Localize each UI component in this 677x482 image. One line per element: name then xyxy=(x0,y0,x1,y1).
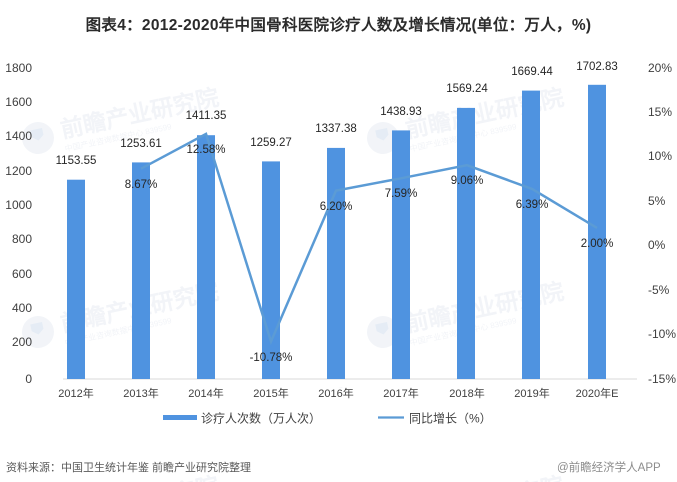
svg-text:600: 600 xyxy=(12,267,32,281)
svg-text:2016年: 2016年 xyxy=(318,386,353,400)
svg-text:2018年: 2018年 xyxy=(449,386,484,400)
svg-text:800: 800 xyxy=(12,232,32,246)
svg-text:1000: 1000 xyxy=(5,198,32,212)
svg-text:2013年: 2013年 xyxy=(123,386,158,400)
svg-text:1800: 1800 xyxy=(5,61,32,75)
svg-text:5%: 5% xyxy=(648,194,666,208)
svg-text:0: 0 xyxy=(25,372,32,386)
svg-text:-15%: -15% xyxy=(648,372,676,386)
svg-text:1200: 1200 xyxy=(5,164,32,178)
svg-text:同比增长（%）: 同比增长（%） xyxy=(409,412,492,426)
svg-text:1253.61: 1253.61 xyxy=(120,138,162,150)
svg-text:20%: 20% xyxy=(648,61,672,75)
svg-text:2019年: 2019年 xyxy=(514,386,549,400)
svg-text:1600: 1600 xyxy=(5,95,32,109)
svg-text:1438.93: 1438.93 xyxy=(380,106,422,118)
svg-text:400: 400 xyxy=(12,301,32,315)
svg-text:9.06%: 9.06% xyxy=(451,175,484,187)
svg-text:@前瞻经济学人APP: @前瞻经济学人APP xyxy=(557,460,661,474)
svg-text:7.59%: 7.59% xyxy=(385,188,418,200)
svg-text:诊疗人次数（万人次）: 诊疗人次数（万人次） xyxy=(201,411,321,426)
svg-text:2017年: 2017年 xyxy=(383,386,418,400)
svg-text:6.20%: 6.20% xyxy=(320,201,353,213)
svg-text:8.67%: 8.67% xyxy=(125,179,158,191)
svg-text:1702.83: 1702.83 xyxy=(576,61,618,73)
svg-text:1669.44: 1669.44 xyxy=(511,66,553,78)
svg-text:2020年E: 2020年E xyxy=(576,386,619,400)
svg-text:1337.38: 1337.38 xyxy=(315,123,357,135)
svg-text:-5%: -5% xyxy=(648,283,670,297)
svg-text:-10.78%: -10.78% xyxy=(250,352,293,364)
svg-text:1411.35: 1411.35 xyxy=(186,110,227,122)
svg-text:12.58%: 12.58% xyxy=(186,144,225,156)
svg-text:2014年: 2014年 xyxy=(188,386,223,400)
svg-text:0%: 0% xyxy=(648,238,666,252)
svg-text:2012年: 2012年 xyxy=(58,386,93,400)
svg-text:200: 200 xyxy=(12,335,32,349)
svg-text:2015年: 2015年 xyxy=(253,386,288,400)
svg-text:资料来源：中国卫生统计年鉴 前瞻产业研究院整理: 资料来源：中国卫生统计年鉴 前瞻产业研究院整理 xyxy=(6,460,251,474)
svg-text:10%: 10% xyxy=(648,149,672,163)
svg-text:1569.24: 1569.24 xyxy=(446,83,488,95)
svg-text:1259.27: 1259.27 xyxy=(250,137,292,149)
svg-text:1400: 1400 xyxy=(5,129,32,143)
svg-text:1153.55: 1153.55 xyxy=(56,155,97,167)
svg-text:15%: 15% xyxy=(648,105,672,119)
svg-text:-10%: -10% xyxy=(648,327,676,341)
svg-text:2.00%: 2.00% xyxy=(581,238,614,250)
svg-text:6.39%: 6.39% xyxy=(516,199,549,211)
